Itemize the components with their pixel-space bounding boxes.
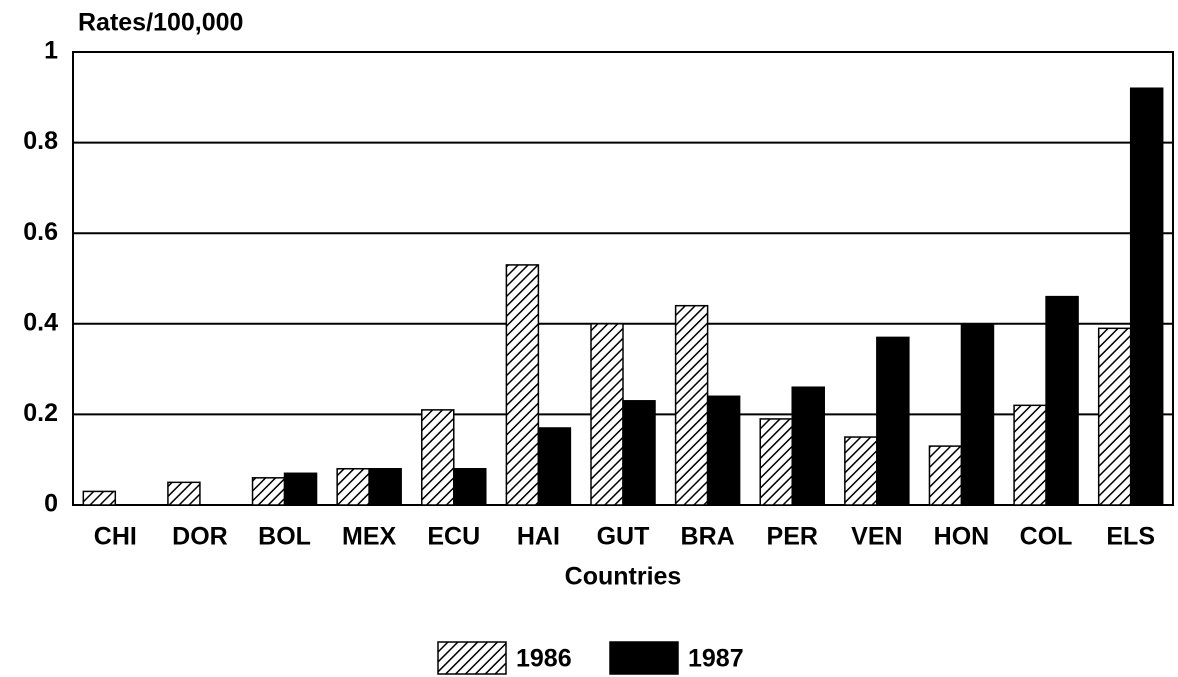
x-tick-label: VEN [851, 523, 902, 551]
bar [791, 386, 825, 506]
bar [1129, 87, 1164, 506]
x-tick-label: BRA [681, 523, 735, 551]
bar [537, 427, 572, 506]
bar [1045, 295, 1079, 506]
legend-swatch [437, 641, 507, 675]
x-tick-label: BOL [258, 523, 311, 551]
legend-label: 1987 [688, 645, 744, 673]
bar [421, 409, 455, 506]
bar [759, 418, 793, 506]
bar [876, 336, 910, 506]
bar [1097, 327, 1132, 506]
bar [82, 490, 117, 506]
bar [1013, 404, 1047, 506]
axis-title: Rates/100,000 [78, 9, 243, 37]
x-tick-label: ELS [1106, 523, 1155, 551]
x-tick-label: GUT [597, 523, 650, 551]
x-axis-label: Countries [565, 563, 682, 591]
y-tick-label: 1 [44, 37, 58, 65]
bar [368, 468, 402, 506]
bar [251, 477, 286, 506]
y-tick-label: 0 [44, 490, 58, 518]
x-tick-label: HON [934, 523, 990, 551]
x-tick-label: COL [1020, 523, 1073, 551]
y-tick-label: 0.4 [23, 308, 58, 336]
x-tick-label: CHI [94, 523, 137, 551]
bar [336, 468, 370, 506]
bar [928, 445, 963, 506]
y-tick-label: 0.8 [23, 127, 58, 155]
bar [622, 400, 656, 506]
x-tick-label: DOR [172, 523, 228, 551]
x-tick-label: HAI [517, 523, 560, 551]
legend-label: 1986 [516, 645, 572, 673]
legend-swatch [609, 641, 679, 675]
y-tick-label: 0.2 [23, 399, 58, 427]
x-tick-label: PER [767, 523, 818, 551]
x-tick-label: ECU [427, 523, 480, 551]
bar [844, 436, 878, 506]
bar [706, 395, 741, 506]
bar [167, 481, 201, 506]
bar [590, 323, 624, 506]
bar [960, 323, 995, 506]
x-tick-label: MEX [342, 523, 397, 551]
y-tick-label: 0.6 [23, 218, 58, 246]
bar [505, 264, 540, 506]
bar [453, 468, 487, 506]
bar [283, 472, 318, 506]
bar [674, 304, 709, 506]
